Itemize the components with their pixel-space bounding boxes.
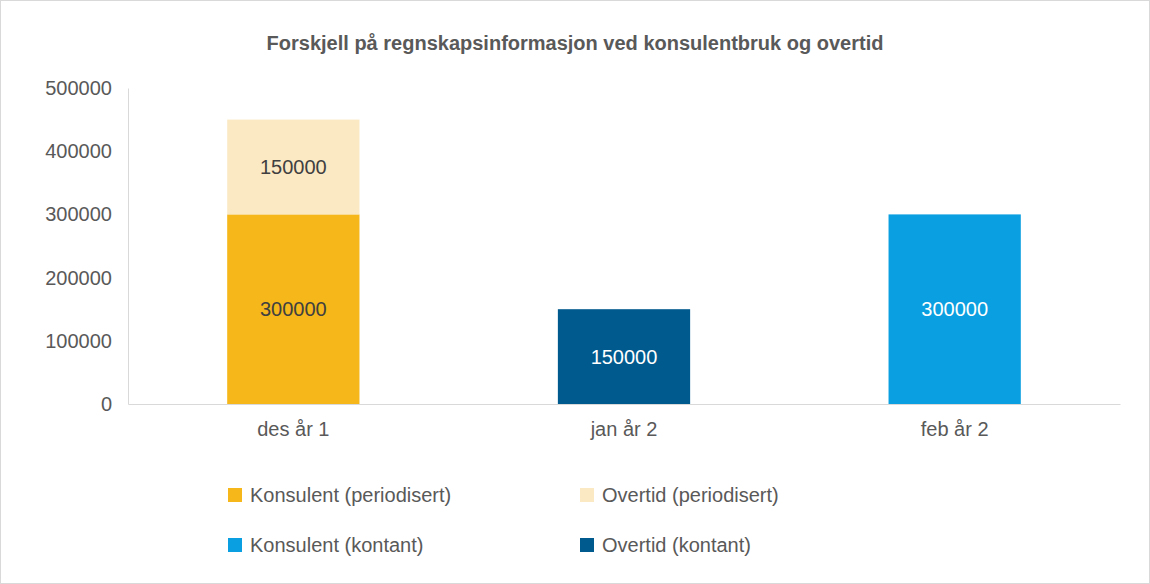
- x-tick: des år 1: [257, 404, 329, 440]
- bar: [227, 214, 359, 404]
- x-axis: des år 1 jan år 2 feb år 2: [129, 404, 1121, 440]
- bar: [227, 120, 359, 215]
- legend-swatch: [580, 488, 594, 502]
- data-label: 300000: [921, 298, 988, 320]
- y-tick: 500000: [45, 77, 128, 99]
- x-tick-label: feb år 2: [921, 418, 989, 440]
- y-tick-label: 500000: [45, 77, 112, 99]
- x-tick: feb år 2: [921, 404, 989, 440]
- chart-title: Forskjell på regnskapsinformasjon ved ko…: [267, 32, 884, 54]
- legend-label: Konsulent (kontant): [250, 534, 423, 556]
- legend-item: Konsulent (kontant): [228, 534, 423, 556]
- y-tick-label: 100000: [45, 330, 112, 352]
- y-tick: 400000: [45, 140, 128, 162]
- y-tick: 200000: [45, 267, 128, 289]
- y-tick-label: 200000: [45, 267, 112, 289]
- y-tick-label: 0: [101, 393, 112, 415]
- legend-swatch: [228, 538, 242, 552]
- legend-swatch: [228, 488, 242, 502]
- bars: [227, 120, 1021, 404]
- y-tick: 300000: [45, 203, 128, 225]
- y-tick-label: 400000: [45, 140, 112, 162]
- legend-item: Overtid (kontant): [580, 534, 751, 556]
- chart-border: [1, 1, 1150, 584]
- chart: Forskjell på regnskapsinformasjon ved ko…: [0, 0, 1150, 584]
- legend-swatch: [580, 538, 594, 552]
- legend-item: Overtid (periodisert): [580, 484, 779, 506]
- legend: Konsulent (periodisert) Overtid (periodis…: [228, 484, 779, 556]
- y-tick: 0: [101, 393, 128, 415]
- x-tick-label: jan år 2: [590, 418, 658, 440]
- legend-label: Konsulent (periodisert): [250, 484, 451, 506]
- data-label: 150000: [260, 156, 327, 178]
- x-axis-line: [129, 404, 1121, 405]
- plot-area: 0 100000 200000 300000 400000 500000 300000 150…: [45, 77, 1120, 440]
- data-label: 300000: [260, 298, 327, 320]
- y-axis: 0 100000 200000 300000 400000 500000: [45, 77, 128, 415]
- y-tick-label: 300000: [45, 203, 112, 225]
- x-tick: jan år 2: [590, 404, 658, 440]
- x-tick-label: des år 1: [257, 418, 329, 440]
- legend-label: Overtid (periodisert): [602, 484, 779, 506]
- bar: [558, 309, 690, 404]
- data-labels: 300000 150000 300000 150000: [260, 156, 988, 368]
- data-label: 150000: [591, 346, 658, 368]
- bar: [889, 214, 1021, 404]
- legend-item: Konsulent (periodisert): [228, 484, 451, 506]
- y-axis-line: [128, 89, 129, 405]
- legend-label: Overtid (kontant): [602, 534, 751, 556]
- y-tick: 100000: [45, 330, 128, 352]
